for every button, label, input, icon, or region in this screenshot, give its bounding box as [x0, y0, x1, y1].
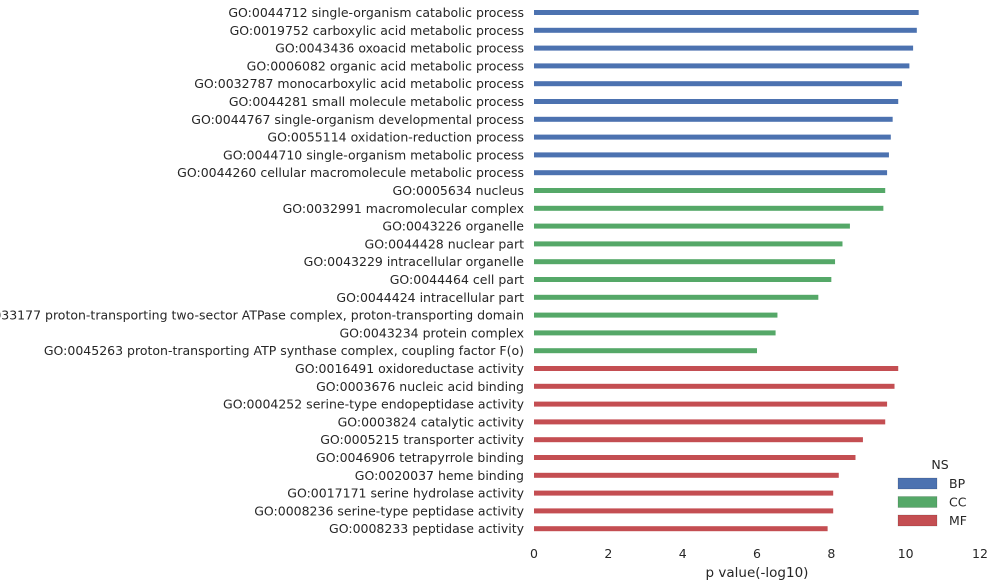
category-label: GO:0006082 organic acid metabolic proces… — [247, 58, 524, 73]
legend-title: NS — [931, 457, 948, 472]
category-label: GO:0020037 heme binding — [355, 468, 524, 483]
bars-layer — [534, 10, 919, 532]
x-tick-label: 10 — [898, 546, 914, 561]
bar-mf — [534, 490, 834, 496]
bar-mf — [534, 383, 895, 389]
bar-bp — [534, 116, 893, 122]
category-label: GO:0055114 oxidation-reduction process — [267, 130, 524, 145]
category-label: GO:0008236 serine-type peptidase activit… — [254, 503, 524, 518]
category-label: GO:0044712 single-organism catabolic pro… — [228, 5, 524, 20]
bar-bp — [534, 45, 914, 51]
bar-bp — [534, 170, 888, 176]
bar-bp — [534, 63, 910, 69]
category-label: GO:0017171 serine hydrolase activity — [287, 486, 524, 501]
bar-cc — [534, 330, 776, 336]
category-label: GO:0008233 peptidase activity — [329, 521, 525, 536]
x-tick-label: 8 — [827, 546, 835, 561]
category-label: GO:0046906 tetrapyrrole binding — [316, 450, 524, 465]
x-axis-ticks: 0 2 4 6 8 10 12 — [530, 546, 988, 561]
category-label: GO:0043436 oxoacid metabolic process — [275, 41, 524, 56]
category-label: GO:0003676 nucleic acid binding — [316, 379, 524, 394]
bar-cc — [534, 277, 832, 282]
bar-mf — [534, 419, 886, 425]
category-label: GO:0033177 proton-transporting two-secto… — [0, 308, 524, 323]
category-label: GO:0019752 carboxylic acid metabolic pro… — [230, 23, 524, 38]
category-label: GO:0044260 cellular macromolecule metabo… — [177, 165, 524, 180]
category-label: GO:0004252 serine-type endopeptidase act… — [223, 397, 525, 412]
bar-bp — [534, 27, 917, 33]
category-label: GO:0044428 nuclear part — [365, 236, 525, 251]
legend: NS BP CC MF — [897, 457, 967, 528]
x-tick-label: 6 — [753, 546, 761, 561]
bar-cc — [534, 294, 819, 300]
bar-mf — [534, 366, 899, 371]
bar-mf — [534, 437, 863, 443]
category-label: GO:0005634 nucleus — [393, 183, 524, 198]
bar-cc — [534, 223, 850, 229]
category-label: GO:0016491 oxidoreductase activity — [295, 361, 525, 376]
category-label: GO:0044464 cell part — [390, 272, 524, 287]
x-tick-label: 4 — [679, 546, 687, 561]
bar-cc — [534, 205, 884, 211]
category-label: GO:0045263 proton-transporting ATP synth… — [44, 343, 524, 358]
x-tick-label: 12 — [972, 546, 988, 561]
x-tick-label: 2 — [604, 546, 612, 561]
bar-cc — [534, 348, 757, 354]
category-label: GO:0032787 monocarboxylic acid metabolic… — [194, 76, 524, 91]
legend-label-mf: MF — [949, 513, 967, 528]
category-label: GO:0032991 macromolecular complex — [283, 201, 524, 216]
category-labels: GO:0044712 single-organism catabolic pro… — [0, 5, 525, 536]
legend-label-cc: CC — [949, 495, 967, 510]
category-label: GO:0003824 catalytic activity — [338, 414, 525, 429]
bar-mf — [534, 401, 888, 407]
category-label: GO:0044767 single-organism developmental… — [191, 112, 524, 127]
category-label: GO:0044281 small molecule metabolic proc… — [229, 94, 524, 109]
bar-mf — [534, 472, 839, 478]
category-label: GO:0044710 single-organism metabolic pro… — [223, 147, 524, 162]
category-label: GO:0044424 intracellular part — [336, 290, 524, 305]
x-tick-label: 0 — [530, 546, 538, 561]
category-label: GO:0043226 organelle — [382, 219, 524, 234]
bar-bp — [534, 99, 899, 104]
bar-cc — [534, 259, 836, 265]
bar-mf — [534, 455, 856, 460]
bar-bp — [534, 10, 919, 15]
bar-bp — [534, 81, 902, 87]
category-label: GO:0005215 transporter activity — [320, 432, 524, 447]
category-label: GO:0043229 intracellular organelle — [304, 254, 525, 269]
legend-swatch-bp — [897, 477, 938, 490]
bar-mf — [534, 508, 834, 514]
category-label: GO:0043234 protein complex — [339, 325, 524, 340]
x-axis-label: p value(-log10) — [706, 565, 809, 581]
legend-swatch-mf — [897, 514, 938, 527]
legend-label-bp: BP — [949, 476, 966, 491]
bar-cc — [534, 188, 886, 193]
bar-mf — [534, 526, 828, 532]
legend-swatch-cc — [897, 496, 938, 508]
bar-cc — [534, 312, 778, 318]
bar-bp — [534, 152, 889, 158]
bar-bp — [534, 134, 891, 140]
bar-cc — [534, 241, 843, 247]
